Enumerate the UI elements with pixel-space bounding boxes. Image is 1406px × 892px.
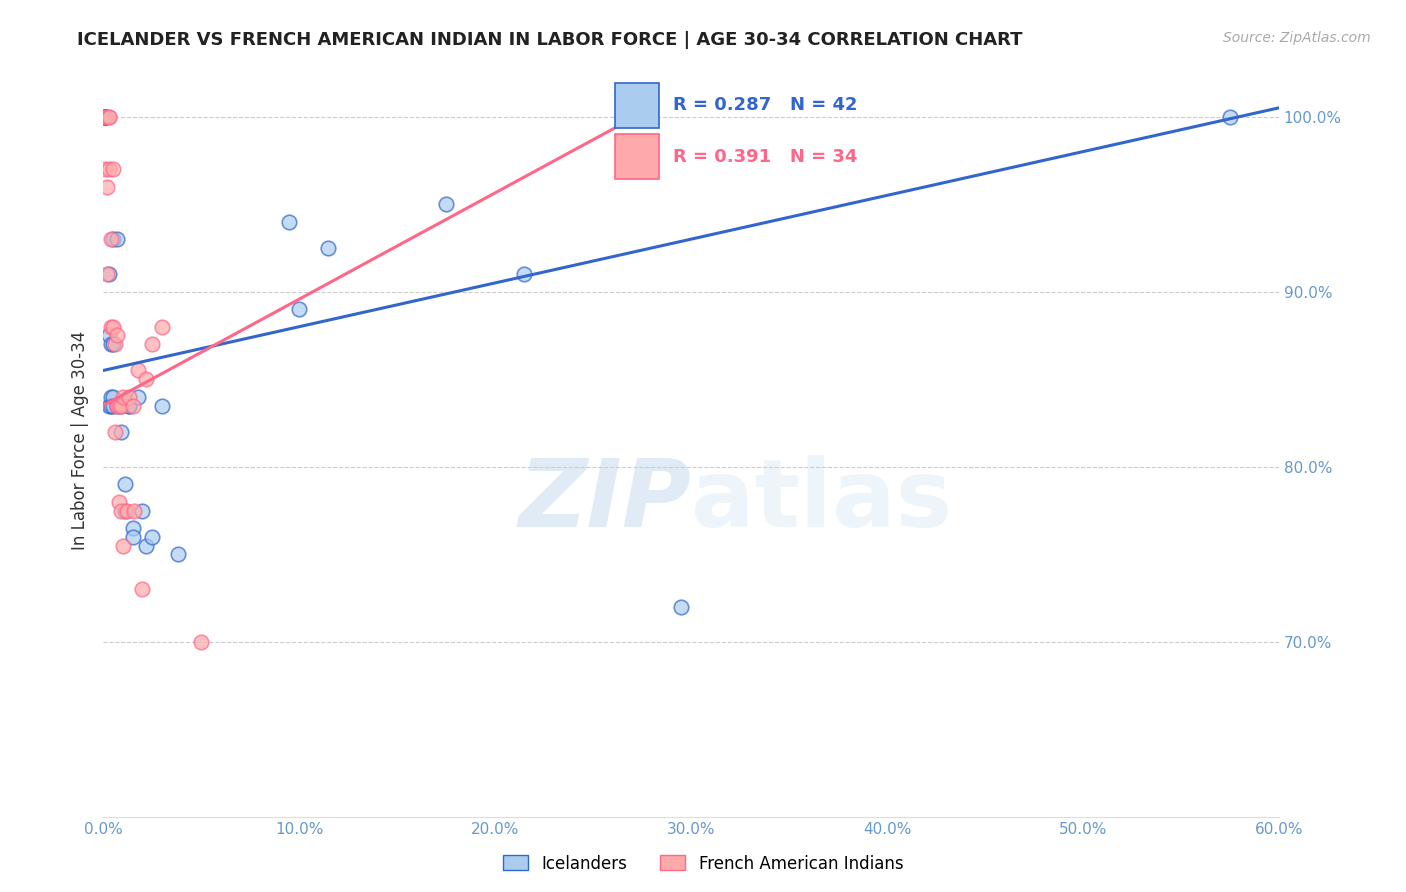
Point [94,110,117,124]
Point [150,319,173,334]
Point [98,110,121,124]
Point [101,390,124,404]
Point [100,319,122,334]
Point [107,399,129,413]
Point [150,399,173,413]
Point [121,530,143,544]
Point [110,503,132,517]
Point [100,337,122,351]
Point [98,267,121,281]
Point [434,197,457,211]
Point [127,390,149,404]
Point [135,539,157,553]
Point [121,521,143,535]
Point [110,425,132,439]
Point [105,232,128,246]
Point [141,337,163,351]
Point [671,599,693,614]
Point [101,319,124,334]
Point [101,162,124,177]
Text: Source: ZipAtlas.com: Source: ZipAtlas.com [1223,31,1371,45]
Point [1219,110,1241,124]
Point [121,399,143,413]
Point [135,372,157,386]
Point [117,399,139,413]
Point [96,267,118,281]
Point [110,399,132,413]
Point [141,530,163,544]
Text: ICELANDER VS FRENCH AMERICAN INDIAN IN LABOR FORCE | AGE 30-34 CORRELATION CHART: ICELANDER VS FRENCH AMERICAN INDIAN IN L… [77,31,1022,49]
Point [107,495,129,509]
Point [98,162,121,177]
Point [117,399,139,413]
Point [94,110,117,124]
Point [104,425,127,439]
Point [166,547,188,561]
Legend: Icelanders, French American Indians: Icelanders, French American Indians [496,848,910,880]
Y-axis label: In Labor Force | Age 30-34: In Labor Force | Age 30-34 [72,331,89,550]
Point [513,267,536,281]
Point [117,390,139,404]
Point [111,539,134,553]
Point [105,399,128,413]
Point [131,582,153,597]
Point [94,110,117,124]
Point [98,399,121,413]
Text: ZIP: ZIP [519,455,690,547]
Point [105,328,128,343]
Point [94,162,117,177]
Text: atlas: atlas [690,455,952,547]
Point [98,328,121,343]
Point [100,232,122,246]
Point [111,390,134,404]
Point [105,399,128,413]
Point [318,241,340,255]
Point [94,110,117,124]
Point [110,399,132,413]
Text: R = 0.391   N = 34: R = 0.391 N = 34 [673,148,858,166]
Point [115,503,138,517]
Point [100,390,122,404]
Point [101,232,124,246]
Point [114,477,136,491]
Point [127,363,149,377]
Point [101,337,124,351]
Text: R = 0.287   N = 42: R = 0.287 N = 42 [673,96,858,114]
FancyBboxPatch shape [614,134,659,179]
Point [288,302,311,317]
Point [94,110,117,124]
Point [104,337,127,351]
Point [96,179,118,194]
Point [124,503,146,517]
Point [94,110,117,124]
FancyBboxPatch shape [614,83,659,128]
Point [131,503,153,517]
Point [100,399,122,413]
Point [98,110,121,124]
Point [114,503,136,517]
Point [190,635,212,649]
Point [101,399,124,413]
Point [278,214,301,228]
